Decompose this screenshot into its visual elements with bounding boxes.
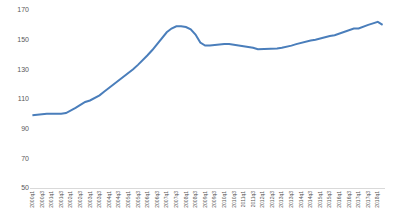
svg-text:150: 150 bbox=[17, 36, 29, 43]
svg-text:2016q3: 2016q3 bbox=[346, 191, 352, 208]
svg-text:2001q3: 2001q3 bbox=[58, 191, 64, 208]
svg-text:2000q1: 2000q1 bbox=[29, 191, 35, 208]
svg-text:2006q3: 2006q3 bbox=[154, 191, 160, 208]
svg-text:2016q1: 2016q1 bbox=[336, 191, 342, 208]
svg-text:2015q1: 2015q1 bbox=[317, 191, 323, 208]
svg-text:2010q3: 2010q3 bbox=[231, 191, 237, 208]
svg-text:2010q1: 2010q1 bbox=[221, 191, 227, 208]
svg-text:70: 70 bbox=[21, 155, 29, 162]
svg-text:2003q3: 2003q3 bbox=[96, 191, 102, 208]
svg-text:2015q3: 2015q3 bbox=[326, 191, 332, 208]
svg-text:2011q1: 2011q1 bbox=[240, 191, 246, 208]
svg-text:170: 170 bbox=[17, 6, 29, 13]
svg-text:2001q1: 2001q1 bbox=[48, 191, 54, 208]
svg-text:2012q3: 2012q3 bbox=[269, 191, 275, 208]
svg-text:2002q3: 2002q3 bbox=[77, 191, 83, 208]
svg-text:2007q3: 2007q3 bbox=[173, 191, 179, 208]
svg-text:2005q3: 2005q3 bbox=[135, 191, 141, 208]
svg-text:2003q1: 2003q1 bbox=[87, 191, 93, 208]
svg-text:2008q3: 2008q3 bbox=[192, 191, 198, 208]
svg-text:130: 130 bbox=[17, 66, 29, 73]
svg-text:2017q3: 2017q3 bbox=[365, 191, 371, 208]
svg-text:2011q3: 2011q3 bbox=[250, 191, 256, 208]
svg-text:2004q1: 2004q1 bbox=[106, 191, 112, 208]
svg-text:90: 90 bbox=[21, 125, 29, 132]
svg-text:2005q1: 2005q1 bbox=[125, 191, 131, 208]
svg-text:2008q1: 2008q1 bbox=[183, 191, 189, 208]
svg-text:2017q1: 2017q1 bbox=[355, 191, 361, 208]
svg-text:2004q3: 2004q3 bbox=[115, 191, 121, 208]
svg-text:2013q3: 2013q3 bbox=[288, 191, 294, 208]
svg-text:2002q1: 2002q1 bbox=[67, 191, 73, 208]
svg-text:2007q1: 2007q1 bbox=[163, 191, 169, 208]
svg-text:2006q1: 2006q1 bbox=[144, 191, 150, 208]
svg-text:2014q3: 2014q3 bbox=[307, 191, 313, 208]
svg-text:2014q1: 2014q1 bbox=[298, 191, 304, 208]
svg-text:2013q1: 2013q1 bbox=[278, 191, 284, 208]
svg-text:2009q3: 2009q3 bbox=[211, 191, 217, 208]
svg-text:2000q3: 2000q3 bbox=[39, 191, 45, 208]
svg-text:50: 50 bbox=[21, 184, 29, 191]
svg-text:110: 110 bbox=[18, 95, 29, 102]
svg-text:2018q1: 2018q1 bbox=[374, 191, 380, 208]
svg-text:2012q1: 2012q1 bbox=[259, 191, 265, 208]
svg-text:2009q1: 2009q1 bbox=[202, 191, 208, 208]
